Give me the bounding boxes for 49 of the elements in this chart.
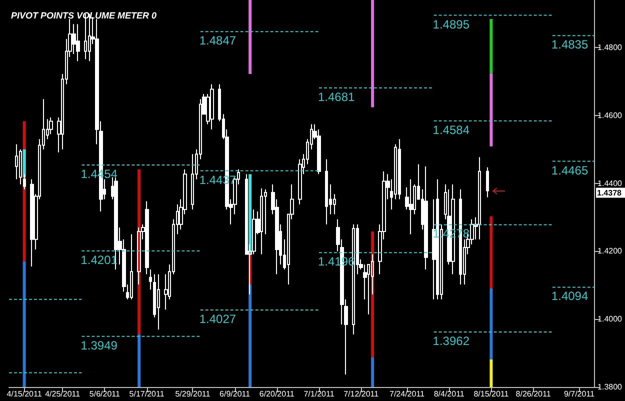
x-tick-label: 7/12/2011 <box>344 390 380 398</box>
y-tick-label: 1.3800 <box>598 382 623 392</box>
x-tick-label: 7/24/2011 <box>390 390 426 398</box>
x-tick-label: 6/20/2011 <box>259 390 295 398</box>
candlestick <box>130 234 133 300</box>
series-label: 1.4847 <box>199 34 236 48</box>
x-tick-label: 4/15/2011 <box>6 390 42 398</box>
candlestick <box>145 200 149 275</box>
x-tick-label: 5/6/2011 <box>89 390 120 398</box>
series-label: 1.4835 <box>551 38 588 52</box>
series-label: 1.4465 <box>551 163 588 178</box>
x-tick-label: 8/15/2011 <box>474 390 510 398</box>
y-tick-label: 1.4400 <box>598 178 623 188</box>
x-tick-label: 4/25/2011 <box>45 390 81 398</box>
series-label: 1.4681 <box>318 90 356 104</box>
series-label: 1.4094 <box>551 289 588 304</box>
candlestick <box>19 148 22 185</box>
series-label: 1.3962 <box>432 334 470 348</box>
candlestick <box>149 269 152 290</box>
candlestick <box>76 24 80 62</box>
candlestick <box>409 178 413 235</box>
x-tick-label: 5/17/2011 <box>129 390 165 398</box>
x-tick-label: 6/9/2011 <box>220 390 251 398</box>
series-label: 1.3949 <box>80 338 118 352</box>
candlestick <box>30 178 34 267</box>
candlestick <box>260 188 263 255</box>
series-label: 1.4027 <box>199 312 236 326</box>
candlestick <box>398 138 401 200</box>
candlestick <box>478 156 481 240</box>
candlestick <box>157 274 160 330</box>
text: PIVOT POINTS VOLUME METER 0 <box>11 10 157 20</box>
series-label: 1.4584 <box>432 122 470 137</box>
x-tick-label: 8/26/2011 <box>516 390 552 398</box>
candlestick <box>210 84 214 130</box>
x-tick-label: 5/29/2011 <box>175 390 211 398</box>
x-tick-label: 7/1/2011 <box>304 390 335 398</box>
y-tick-label: 1.4000 <box>598 314 623 324</box>
candlestick <box>191 154 194 210</box>
annotation: 1.4378 <box>597 188 622 198</box>
x-tick-label: 9/7/2011 <box>564 390 596 398</box>
candlestick <box>325 158 328 225</box>
candlestick <box>49 116 53 135</box>
y-tick-label: 1.4200 <box>598 246 623 256</box>
series-label: 1.4895 <box>432 17 470 32</box>
y-tick-label: 1.4600 <box>598 110 623 120</box>
candlestick <box>424 166 428 270</box>
x-tick-label: 8/4/2011 <box>434 390 465 398</box>
candlestick <box>486 166 489 198</box>
y-tick-label: 1.4800 <box>598 43 623 52</box>
